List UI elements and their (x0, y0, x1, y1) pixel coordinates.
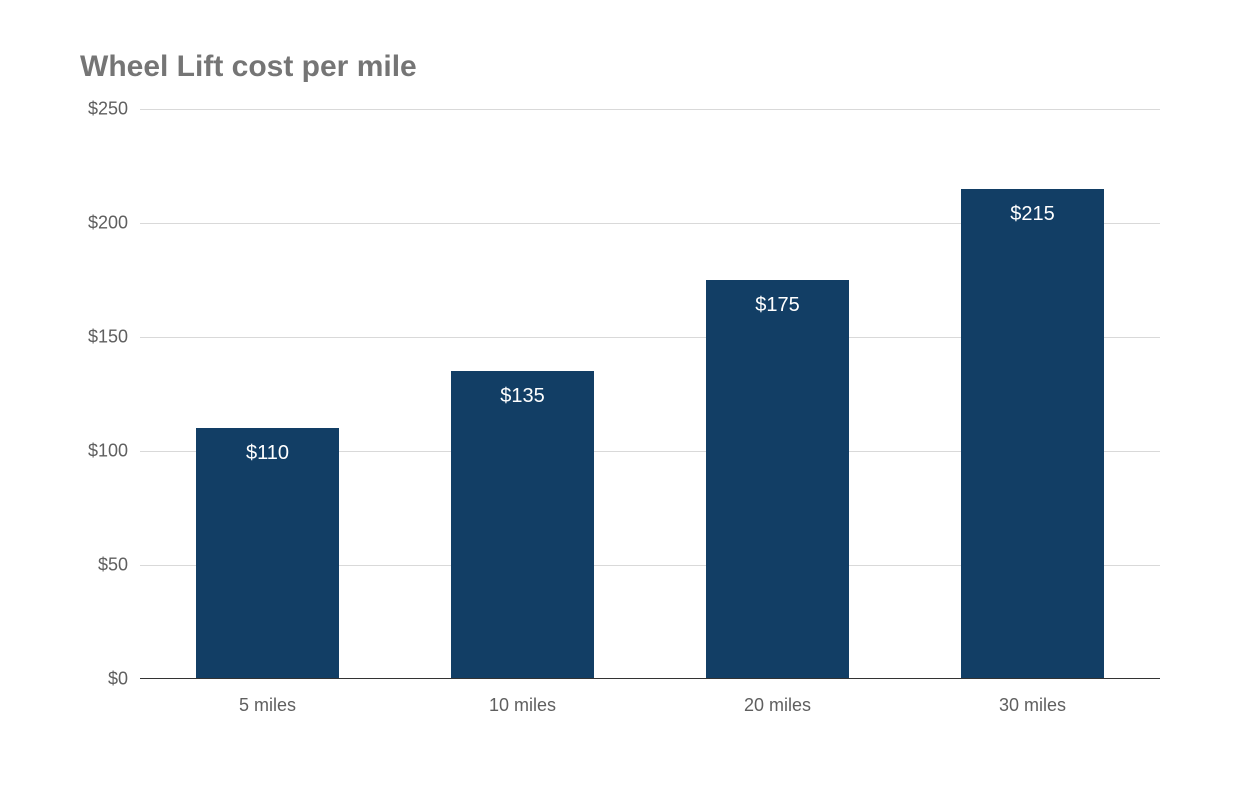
bar-value-label: $135 (451, 385, 594, 408)
chart-title: Wheel Lift cost per mile (80, 50, 1180, 84)
y-tick-label: $50 (98, 555, 128, 576)
bar: $110 (196, 428, 339, 679)
y-tick-label: $200 (88, 213, 128, 234)
bar-slot: $175 (650, 109, 905, 679)
bar-value-label: $215 (961, 203, 1104, 226)
bar-slot: $110 (140, 109, 395, 679)
x-axis-labels: 5 miles 10 miles 20 miles 30 miles (140, 695, 1160, 716)
y-tick-label: $0 (108, 669, 128, 690)
x-tick-label: 30 miles (905, 695, 1160, 716)
cost-per-mile-chart: Wheel Lift cost per mile $250 $200 $150 … (80, 50, 1180, 750)
x-tick-label: 10 miles (395, 695, 650, 716)
bar-slot: $215 (905, 109, 1160, 679)
x-tick-label: 5 miles (140, 695, 395, 716)
bar-value-label: $175 (706, 294, 849, 317)
bar: $215 (961, 189, 1104, 679)
y-tick-label: $100 (88, 441, 128, 462)
y-tick-label: $250 (88, 99, 128, 120)
bars-layer: $110 $135 $175 $215 (140, 109, 1160, 679)
x-axis-baseline (140, 678, 1160, 679)
bar: $135 (451, 371, 594, 679)
y-tick-label: $150 (88, 327, 128, 348)
x-tick-label: 20 miles (650, 695, 905, 716)
bar-slot: $135 (395, 109, 650, 679)
plot-area: $250 $200 $150 $100 $50 $0 $110 $135 $1 (140, 109, 1160, 679)
bar-value-label: $110 (196, 442, 339, 465)
bar: $175 (706, 280, 849, 679)
